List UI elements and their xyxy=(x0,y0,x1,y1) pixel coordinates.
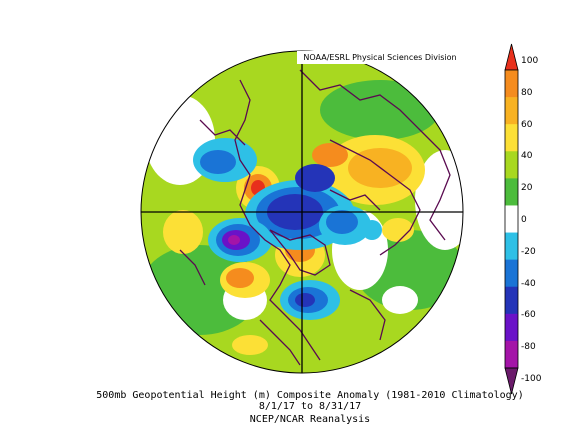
colorbar-segment xyxy=(505,124,518,152)
colorbar-tick-label: 80 xyxy=(521,87,533,98)
colorbar-tick-label: 60 xyxy=(521,119,533,130)
colorbar-segment xyxy=(505,313,518,342)
colorbar-segment xyxy=(505,70,518,98)
colorbar-segment xyxy=(505,286,518,315)
colorbar-segment xyxy=(505,232,518,261)
colorbar-segment xyxy=(505,205,518,234)
colorbar-segment xyxy=(505,97,518,125)
caption-source: NCEP/NCAR Reanalysis xyxy=(249,414,371,425)
colorbar-tip-top xyxy=(504,43,519,71)
colorbar-tick-label: -100 xyxy=(521,374,542,384)
caption-title: 500mb Geopotential Height (m) Composite … xyxy=(96,390,524,401)
colorbar-segment xyxy=(505,151,518,179)
colorbar-tick-label: 40 xyxy=(521,151,533,162)
colorbar-tick-label: 0 xyxy=(521,215,527,225)
colorbar-tick-label: -60 xyxy=(521,310,536,321)
colorbar-tick-label: -80 xyxy=(521,342,536,353)
caption-dates: 8/1/17 to 8/31/17 xyxy=(258,401,362,412)
credit-label: NOAA/ESRL Physical Sciences Division xyxy=(297,51,463,64)
colorbar xyxy=(504,43,519,395)
colorbar-tick-label: -40 xyxy=(521,278,536,289)
colorbar-segment xyxy=(505,259,518,288)
colorbar-tick-label: -20 xyxy=(521,246,536,257)
colorbar-segment xyxy=(505,340,518,369)
coastlines xyxy=(179,69,451,366)
colorbar-segment xyxy=(505,178,518,206)
colorbar-tick-label: 100 xyxy=(521,56,539,66)
colorbar-frame xyxy=(504,69,519,369)
colorbar-tick-label: 20 xyxy=(521,183,533,194)
